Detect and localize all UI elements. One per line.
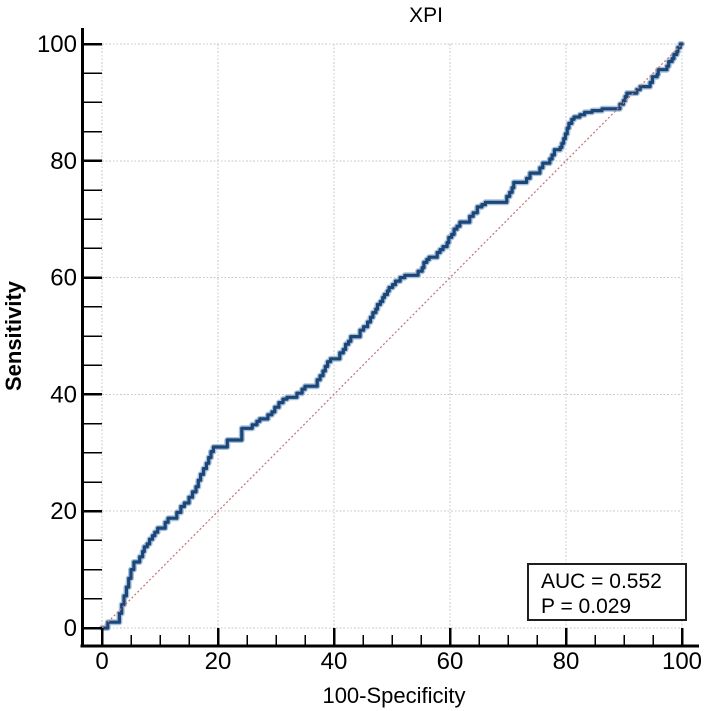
x-tick-label: 100 bbox=[662, 648, 702, 675]
p-value: P = 0.029 bbox=[541, 595, 632, 618]
y-tick-label: 60 bbox=[50, 265, 77, 292]
y-tick-label: 20 bbox=[50, 498, 77, 525]
y-tick-label: 80 bbox=[50, 148, 77, 175]
auc-value: AUC = 0.552 bbox=[541, 570, 662, 593]
x-tick-label: 0 bbox=[95, 648, 108, 675]
x-tick-label: 40 bbox=[321, 648, 348, 675]
y-tick-label: 0 bbox=[64, 615, 77, 642]
x-tick-label: 20 bbox=[205, 648, 232, 675]
auc-annotation-box: AUC = 0.552 P = 0.029 bbox=[527, 563, 687, 621]
x-tick-label: 80 bbox=[553, 648, 580, 675]
reference-diagonal-line bbox=[101, 43, 683, 629]
chart-title: XPI bbox=[409, 4, 443, 27]
y-tick-label: 40 bbox=[50, 381, 77, 408]
x-axis-label: 100-Specificity bbox=[322, 683, 466, 708]
y-axis-label: Sensitivity bbox=[1, 280, 26, 392]
x-tick-label: 60 bbox=[437, 648, 464, 675]
y-tick-label: 100 bbox=[37, 31, 77, 58]
roc-curve-line bbox=[100, 42, 684, 630]
